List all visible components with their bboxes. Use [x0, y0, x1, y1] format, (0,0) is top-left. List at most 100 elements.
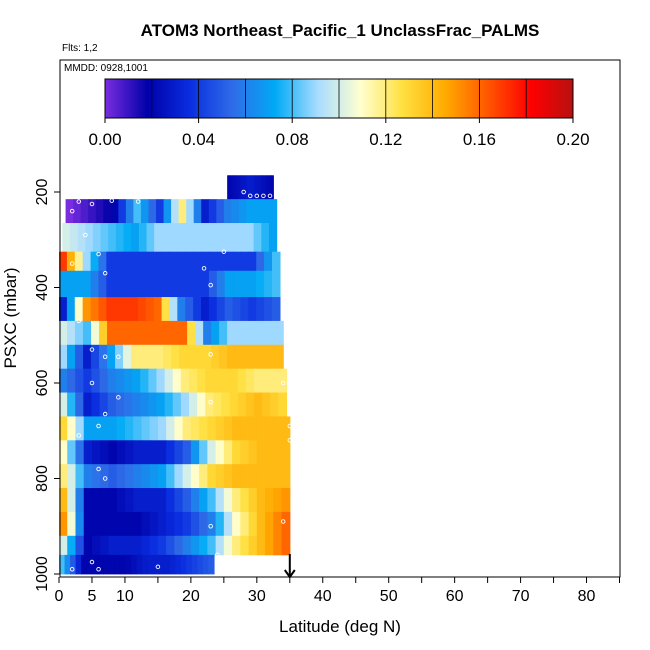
heatmap-cell: [201, 297, 210, 322]
heatmap-cell: [107, 368, 117, 393]
sample-point: [280, 380, 286, 386]
heatmap-cell: [201, 270, 210, 298]
heatmap-cell: [261, 199, 270, 224]
heatmap-cell: [131, 223, 140, 253]
heatmap-cell: [256, 464, 266, 489]
heatmap-cell: [248, 488, 258, 513]
sample-point: [76, 318, 82, 324]
heatmap-cell: [75, 511, 85, 537]
heatmap-cell: [67, 416, 77, 441]
heatmap-cell: [131, 320, 140, 346]
heatmap-cell: [100, 511, 110, 537]
heatmap-cell: [177, 270, 186, 298]
heatmap-cell: [238, 199, 248, 224]
heatmap-cell: [59, 392, 68, 417]
heatmap-cell: [203, 344, 212, 370]
heatmap-cell: [240, 511, 250, 537]
heatmap-cell: [246, 175, 250, 200]
heatmap-cell: [248, 270, 257, 298]
heatmap-cell: [230, 175, 233, 200]
heatmap-cell: [108, 464, 118, 489]
sample-point: [208, 524, 213, 529]
heatmap-cell: [66, 270, 76, 298]
sample-point: [102, 476, 108, 481]
heatmap-cell: [207, 223, 216, 253]
heatmap-cell: [171, 199, 180, 224]
heatmap-cell: [91, 368, 101, 393]
heatmap-cell: [270, 392, 279, 417]
heatmap-cell: [82, 297, 92, 322]
heatmap-cell: [149, 535, 159, 556]
heatmap-cell: [256, 440, 266, 465]
heatmap-cell: [281, 416, 291, 441]
heatmap-cell: [215, 511, 225, 537]
heatmap-cell: [163, 344, 172, 370]
heatmap-cell: [161, 297, 171, 322]
heatmap-cell: [261, 223, 270, 253]
heatmap-cell: [205, 368, 214, 393]
heatmap-cell: [263, 175, 266, 200]
heatmap-cell: [223, 511, 233, 537]
heatmap-cell: [74, 270, 84, 298]
heatmap-cell: [232, 297, 242, 322]
heatmap-cell: [59, 511, 68, 537]
heatmap-cell: [185, 297, 194, 322]
heatmap-cell: [189, 392, 198, 417]
heatmap-cell: [223, 440, 233, 465]
heatmap-cell: [190, 511, 200, 537]
x-tick-label: 0: [55, 588, 64, 605]
heatmap-cell: [264, 270, 273, 298]
heatmap-cell: [92, 554, 99, 575]
heatmap-cell: [115, 223, 125, 253]
heatmap-cell: [59, 535, 68, 556]
heatmap-cell: [99, 392, 109, 417]
heatmap-cell: [116, 464, 126, 489]
heatmap-cell: [273, 535, 283, 556]
heatmap-cell: [281, 488, 291, 513]
heatmap-cell: [166, 511, 175, 537]
heatmap-cell: [148, 392, 158, 417]
heatmap-cell: [179, 344, 188, 370]
heatmap-cell: [130, 297, 139, 322]
sample-point: [274, 564, 279, 570]
heatmap-cell: [67, 392, 76, 417]
heatmap-cell: [190, 416, 200, 441]
heatmap-cell: [177, 297, 186, 322]
heatmap-cell: [216, 297, 226, 322]
heatmap-cell: [137, 251, 147, 272]
heatmap-cell: [138, 223, 148, 253]
heatmap-cell: [83, 344, 92, 370]
heatmap-cell: [164, 392, 174, 417]
colorbar-tick-label: 0.12: [369, 130, 402, 149]
heatmap-cell: [69, 223, 79, 253]
sample-point: [280, 519, 286, 524]
heatmap-cell: [174, 488, 184, 513]
heatmap-cell: [156, 368, 166, 393]
heatmap-cell: [186, 199, 195, 224]
sample-point: [109, 198, 114, 203]
heatmap-cell: [169, 297, 178, 322]
heatmap-cell: [191, 554, 198, 575]
heatmap-cell: [215, 440, 225, 465]
heatmap-cell: [139, 320, 148, 346]
heatmap-cell: [130, 270, 139, 298]
heatmap-cell: [145, 297, 155, 322]
colorbar-tick-label: 0.20: [556, 130, 589, 149]
heatmap-cell: [139, 344, 148, 370]
heatmap-cell: [108, 554, 115, 575]
heatmap-cell: [256, 511, 266, 537]
heatmap-cell: [147, 344, 156, 370]
heatmap-cell: [66, 297, 76, 322]
sample-point: [89, 559, 95, 565]
heatmap-cell: [262, 392, 271, 417]
heatmap-cell: [182, 511, 192, 537]
heatmap-cell: [149, 488, 159, 513]
heatmap-cell: [232, 440, 241, 465]
heatmap-cell: [65, 199, 74, 224]
heatmap-cell: [261, 175, 265, 200]
heatmap-cell: [202, 554, 210, 575]
heatmap-cell: [256, 535, 266, 556]
y-tick-label: 400: [34, 274, 51, 301]
heatmap-cell: [100, 440, 110, 465]
x-tick-label: 70: [512, 588, 530, 605]
